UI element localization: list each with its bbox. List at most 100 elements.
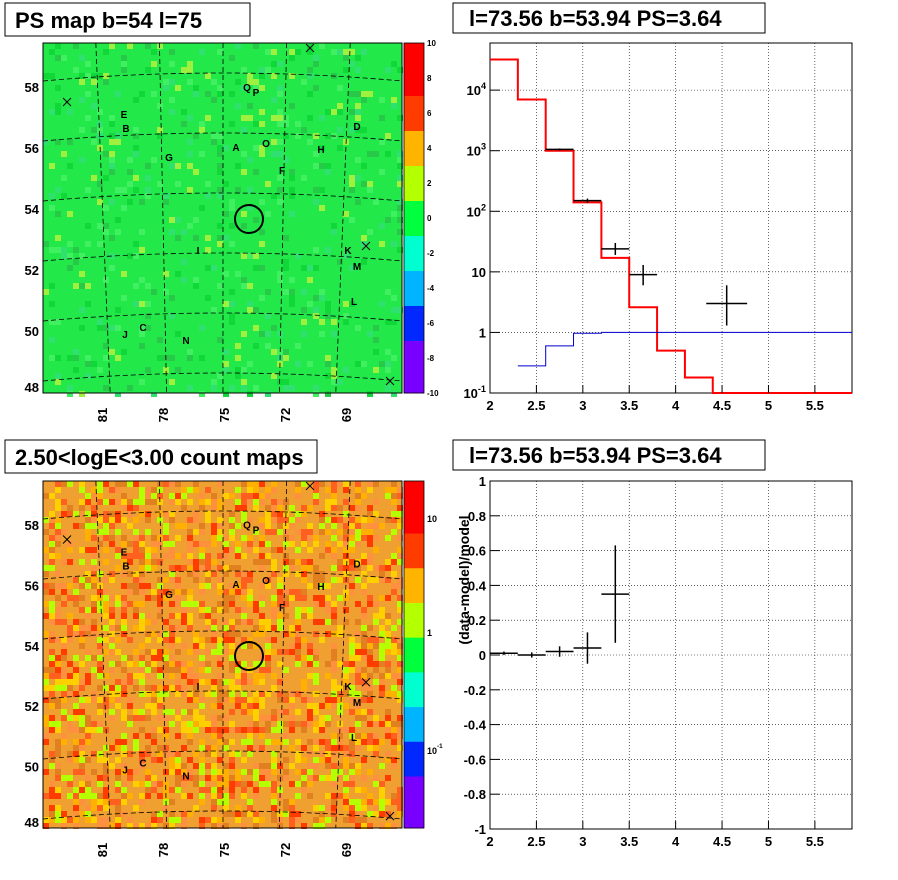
map-pixel: [199, 541, 205, 547]
map-pixel: [175, 679, 181, 685]
map-pixel: [229, 811, 235, 817]
map-pixel: [361, 655, 367, 661]
map-pixel: [325, 793, 331, 799]
map-pixel: [307, 751, 313, 757]
map-pixel: [175, 709, 181, 715]
map-pixel: [49, 559, 55, 565]
map-pixel: [331, 661, 337, 667]
map-pixel: [229, 205, 235, 211]
map-pixel: [265, 553, 271, 559]
map-pixel: [211, 139, 217, 145]
map-pixel: [187, 487, 193, 493]
map-pixel: [349, 655, 355, 661]
map-pixel: [193, 697, 199, 703]
map-pixel: [307, 769, 313, 775]
map-pixel: [367, 535, 373, 541]
map-pixel: [97, 673, 103, 679]
map-pixel: [235, 679, 241, 685]
map-pixel: [79, 763, 85, 769]
map-pixel: [43, 679, 49, 685]
map-pixel: [187, 667, 193, 673]
map-pixel: [307, 301, 313, 307]
map-pixel: [373, 781, 379, 787]
map-pixel: [235, 373, 241, 379]
map-pixel: [103, 277, 109, 283]
map-pixel: [55, 607, 61, 613]
map-pixel: [295, 511, 301, 517]
map-pixel: [349, 505, 355, 511]
colorbar-cell: [404, 550, 424, 568]
map-pixel: [49, 523, 55, 529]
map-pixel: [265, 331, 271, 337]
map-pixel: [55, 751, 61, 757]
map-pixel: [151, 709, 157, 715]
map-pixel: [217, 787, 223, 793]
map-pixel: [67, 673, 73, 679]
source-label: C: [139, 759, 146, 770]
map-pixel: [163, 649, 169, 655]
map-pixel: [277, 619, 283, 625]
x-tick-label: 5: [765, 398, 772, 413]
map-pixel: [391, 493, 397, 499]
map-pixel: [391, 589, 397, 595]
map-pixel: [103, 559, 109, 565]
map-pixel: [253, 547, 259, 553]
map-pixel: [91, 817, 97, 823]
map-pixel: [139, 541, 145, 547]
map-pixel: [139, 511, 145, 517]
map-pixel: [259, 745, 265, 751]
map-pixel: [367, 331, 373, 337]
map-pixel: [169, 79, 175, 85]
map-pixel: [205, 541, 211, 547]
map-pixel: [169, 217, 175, 223]
map-pixel: [379, 613, 385, 619]
map-pixel: [373, 715, 379, 721]
map-pixel: [199, 667, 205, 673]
map-pixel: [319, 529, 325, 535]
source-label: K: [344, 682, 352, 693]
map-pixel: [277, 139, 283, 145]
map-pixel: [43, 583, 49, 589]
map-pixel: [61, 511, 67, 517]
map-pixel: [265, 661, 271, 667]
map-pixel: [181, 817, 187, 823]
map-pixel: [217, 535, 223, 541]
map-pixel: [169, 763, 175, 769]
map-pixel: [235, 367, 241, 373]
map-pixel: [385, 631, 391, 637]
map-pixel: [367, 529, 373, 535]
map-pixel: [139, 601, 145, 607]
map-pixel: [121, 745, 127, 751]
map-pixel: [193, 169, 199, 175]
map-pixel: [283, 565, 289, 571]
map-pixel: [169, 553, 175, 559]
map-pixel: [301, 679, 307, 685]
map-pixel: [247, 187, 253, 193]
map-pixel: [133, 625, 139, 631]
chart-title-box: 2.50<logE<3.00 count maps: [5, 440, 317, 473]
map-pixel: [163, 541, 169, 547]
map-pixel: [337, 577, 343, 583]
map-pixel: [313, 601, 319, 607]
map-pixel: [49, 547, 55, 553]
map-pixel: [271, 709, 277, 715]
map-pixel: [115, 781, 121, 787]
map-pixel: [325, 739, 331, 745]
map-pixel: [355, 505, 361, 511]
map-pixel: [265, 505, 271, 511]
map-pixel: [211, 679, 217, 685]
map-pixel: [379, 571, 385, 577]
map-pixel: [193, 487, 199, 493]
colorbar-cell: [404, 793, 424, 811]
map-pixel: [289, 805, 295, 811]
map-pixel: [265, 391, 271, 397]
map-pixel: [187, 535, 193, 541]
map-pixel: [361, 91, 367, 97]
map-pixel: [259, 493, 265, 499]
map-pixel: [241, 679, 247, 685]
map-pixel: [139, 565, 145, 571]
map-pixel: [79, 547, 85, 553]
map-pixel: [391, 241, 397, 247]
map-pixel: [115, 661, 121, 667]
map-pixel: [319, 739, 325, 745]
